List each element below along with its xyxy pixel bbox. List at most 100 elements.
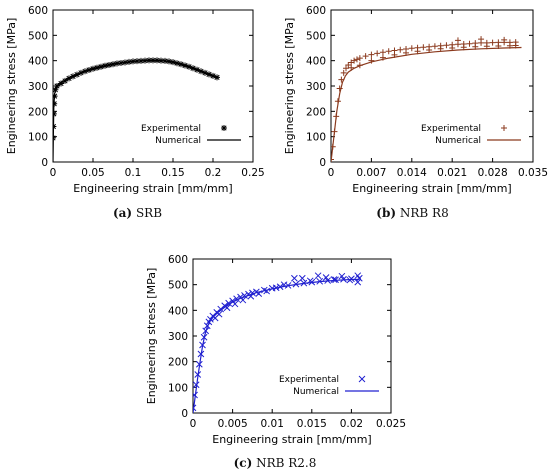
- x-tick-label: 0: [190, 418, 197, 430]
- experimental-marker: [62, 77, 68, 84]
- chart-nrb-r2-8: 0 100 200 300 400 500 600 0 0.005 0.01 0.015 0.02 0.…: [145, 254, 406, 446]
- x-tick-label: 0: [50, 167, 57, 179]
- experimental-marker: [454, 37, 461, 44]
- y-tick-label: 400: [168, 305, 188, 317]
- experimental-marker: [314, 272, 322, 280]
- y-tick-label: 600: [306, 5, 326, 17]
- experimental-marker: [368, 51, 375, 58]
- chart-nrb-r8: 0 100 200 300 400 500 600 0 0.007 0.014 0.021 0.028…: [283, 5, 548, 195]
- caption-srb: (a) SRB: [0, 206, 275, 220]
- legend-marker-swatch: [358, 375, 366, 383]
- experimental-marker: [322, 274, 330, 281]
- y-tick-label: 300: [306, 81, 326, 93]
- x-tick-label: 0.014: [397, 167, 427, 179]
- x-tick-label: 0.2: [205, 167, 222, 179]
- x-tick-label: 0.1: [125, 167, 142, 179]
- experimental-marker: [343, 65, 350, 72]
- experimental-marker: [478, 36, 485, 43]
- legend-marker-swatch: [501, 125, 507, 131]
- legend-label: Numerical: [293, 387, 339, 397]
- x-tick-label: 0: [328, 167, 335, 179]
- series-numerical-line: [193, 278, 360, 413]
- chart-panel-nrb-r2-8: 0 100 200 300 400 500 600 0 0.005 0.01 0.015 0.02 0.…: [130, 245, 420, 476]
- x-tick-label: 0.25: [241, 167, 264, 179]
- y-tick-label: 400: [28, 56, 48, 68]
- x-axis-label: Engineering strain [mm/mm]: [73, 182, 232, 195]
- y-tick-label: 400: [306, 56, 326, 68]
- x-tick-label: 0.01: [261, 418, 284, 430]
- y-tick-label: 0: [41, 157, 48, 169]
- x-tick-label: 0.05: [81, 167, 104, 179]
- y-tick-label: 100: [306, 132, 326, 144]
- experimental-marker: [379, 49, 386, 56]
- experimental-marker: [193, 404, 197, 412]
- legend-marker-swatch: [221, 125, 227, 131]
- y-tick-label: 600: [168, 254, 188, 266]
- y-tick-label: 100: [28, 132, 48, 144]
- experimental-marker: [431, 43, 438, 50]
- plot-area: [193, 272, 363, 413]
- experimental-marker: [374, 50, 381, 57]
- y-axis-label: Engineering stress [MPa]: [283, 18, 296, 155]
- y-tick-label: 200: [306, 106, 326, 118]
- experimental-marker: [225, 299, 232, 307]
- experimental-marker: [356, 55, 363, 62]
- x-tick-label: 0.021: [437, 167, 467, 179]
- experimental-marker: [368, 57, 375, 64]
- experimental-marker: [353, 56, 360, 63]
- chart-srb: 0 100 200 300 400 500 600 0 0.05 0.1 0.15 0.2 0.25 En…: [5, 5, 265, 195]
- experimental-marker: [336, 85, 343, 92]
- experimental-marker: [291, 274, 298, 282]
- plot-frame: [330, 9, 534, 163]
- experimental-marker: [443, 42, 450, 49]
- experimental-marker: [408, 45, 415, 52]
- x-axis-label: Engineering strain [mm/mm]: [352, 182, 511, 195]
- y-axis-label: Engineering stress [MPa]: [5, 18, 18, 155]
- x-tick-label: 0.035: [518, 167, 548, 179]
- experimental-marker: [330, 276, 338, 283]
- x-axis-label: Engineering strain [mm/mm]: [212, 433, 371, 446]
- y-tick-label: 0: [319, 157, 326, 169]
- caption-srb-letter: (a): [112, 206, 133, 220]
- x-tick-label: 0.028: [478, 167, 508, 179]
- experimental-marker: [193, 391, 198, 399]
- experimental-marker: [354, 278, 362, 286]
- y-tick-label: 200: [168, 357, 188, 369]
- legend-label: Experimental: [141, 124, 201, 134]
- x-tick-label: 0.007: [356, 167, 386, 179]
- experimental-marker: [345, 61, 352, 68]
- caption-nrb-r8-text: NRB R8: [399, 206, 449, 220]
- caption-nrb-r2-8: (c) NRB R2.8: [130, 456, 420, 470]
- y-tick-label: 500: [168, 280, 188, 292]
- chart-panel-srb: 0 100 200 300 400 500 600 0 0.05 0.1 0.15 0.2 0.25 En…: [0, 0, 275, 250]
- experimental-marker: [223, 304, 231, 312]
- y-tick-label: 200: [28, 106, 48, 118]
- caption-nrb-r2-8-text: NRB R2.8: [256, 456, 317, 470]
- caption-nrb-r8-letter: (b): [376, 206, 397, 220]
- y-axis-label: Engineering stress [MPa]: [145, 268, 158, 405]
- experimental-marker: [489, 39, 496, 46]
- plot-area: [331, 36, 522, 162]
- legend-label: Numerical: [435, 136, 481, 146]
- x-tick-label: 0.15: [161, 167, 184, 179]
- series-numerical-line: [331, 46, 522, 162]
- plot-area: [53, 57, 220, 162]
- experimental-marker: [397, 46, 404, 53]
- legend-label: Experimental: [421, 124, 481, 134]
- y-tick-label: 300: [168, 331, 188, 343]
- legend-label: Numerical: [155, 136, 201, 146]
- series-numerical-line: [53, 59, 218, 162]
- experimental-marker: [385, 48, 392, 55]
- experimental-marker: [338, 272, 346, 280]
- y-tick-label: 600: [28, 5, 48, 17]
- plot-frame: [192, 258, 392, 414]
- x-tick-label: 0.025: [376, 418, 406, 430]
- x-tick-label: 0.02: [340, 418, 363, 430]
- experimental-marker: [466, 40, 473, 47]
- experimental-marker: [362, 53, 369, 60]
- experimental-marker: [331, 156, 334, 162]
- experimental-marker: [215, 310, 223, 318]
- legend-label: Experimental: [279, 375, 339, 385]
- caption-nrb-r2-8-letter: (c): [233, 456, 253, 470]
- caption-nrb-r8: (b) NRB R8: [275, 206, 550, 220]
